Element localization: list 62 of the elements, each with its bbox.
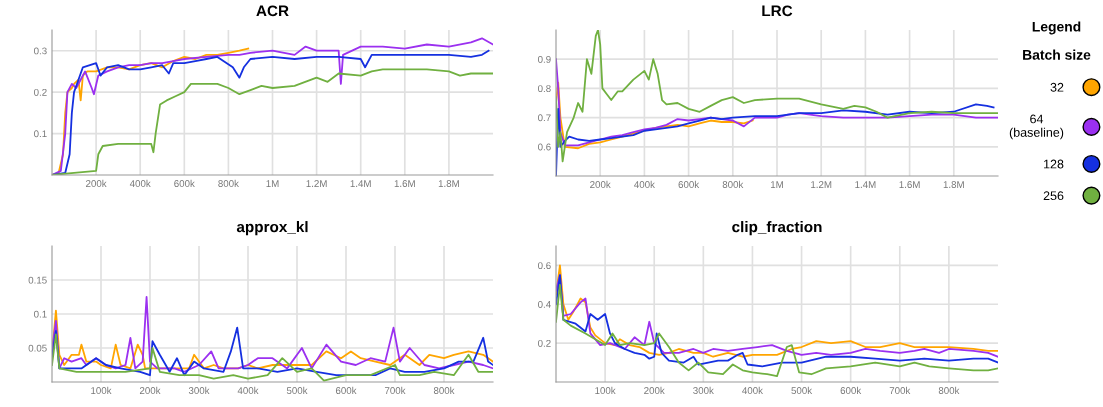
x-tick-label: 500k: [286, 386, 308, 394]
x-tick-label: 800k: [433, 386, 455, 394]
x-tick-label: 300k: [693, 386, 714, 394]
x-tick-label: 600k: [678, 180, 700, 188]
line-series: [52, 326, 493, 377]
y-tick-label: 0.9: [538, 55, 551, 63]
legend-label: 32: [1050, 82, 1064, 92]
chart-title: LRC: [762, 5, 793, 17]
y-tick-label: 0.6: [538, 262, 551, 270]
y-tick-label: 0.1: [34, 310, 47, 318]
x-tick-label: 1.4M: [350, 180, 371, 187]
x-tick-label: 200k: [86, 179, 107, 187]
x-tick-label: 1.6M: [394, 180, 415, 187]
x-tick-label: 400k: [237, 386, 259, 394]
x-tick-label: 1.6M: [899, 181, 920, 188]
x-tick-label: 600k: [840, 386, 862, 394]
line-series: [52, 296, 493, 373]
y-tick-label: 0.7: [538, 114, 551, 122]
chart-title: approx_kl: [236, 221, 308, 236]
legend-label: 256: [1043, 191, 1064, 201]
text: Legend: [1032, 21, 1081, 35]
x-tick-label: 300k: [188, 386, 210, 394]
y-tick-label: 0.4: [538, 301, 551, 308]
y-tick-label: 0.1: [34, 130, 47, 138]
line-series: [556, 30, 998, 163]
x-tick-label: 200k: [644, 386, 665, 394]
y-tick-label: 0.15: [28, 276, 47, 284]
y-tick-label: 0.6: [538, 143, 551, 151]
x-tick-label: 200k: [590, 180, 611, 188]
x-tick-label: 1.2M: [306, 180, 327, 187]
line-series: [52, 309, 493, 370]
x-tick-label: 600k: [335, 386, 357, 394]
x-tick-label: 700k: [384, 386, 406, 394]
x-tick-label: 100k: [595, 386, 616, 394]
x-tick-label: 1M: [770, 181, 783, 188]
chart-title: ACR: [256, 5, 289, 17]
y-tick-label: 0.05: [28, 344, 47, 352]
line-series: [556, 283, 998, 378]
x-tick-label: 1M: [266, 180, 279, 187]
legend-label: 64 (baseline): [1009, 114, 1064, 140]
y-tick-label: 0.3: [34, 47, 47, 55]
x-tick-label: 100k: [91, 386, 112, 394]
x-tick-label: 200k: [139, 386, 161, 394]
x-tick-label: 700k: [889, 386, 911, 394]
y-tick-label: 0.2: [34, 88, 47, 96]
chart-title: clip_fraction: [732, 221, 822, 236]
x-tick-label: 1.8M: [438, 180, 459, 187]
x-tick-label: 800k: [218, 179, 239, 187]
x-tick-label: 500k: [791, 386, 813, 394]
x-tick-label: 400k: [634, 180, 655, 188]
x-tick-label: 400k: [742, 386, 763, 394]
x-tick-label: 600k: [174, 179, 195, 187]
y-tick-label: 0.2: [538, 339, 551, 347]
x-tick-label: 1.8M: [943, 181, 964, 188]
x-tick-label: 800k: [722, 180, 744, 188]
x-tick-label: 400k: [129, 179, 151, 187]
x-tick-label: 1.2M: [811, 181, 832, 188]
y-tick-label: 0.8: [538, 85, 551, 93]
legend-label: 128: [1044, 159, 1064, 169]
legend-title: Batch size: [1023, 49, 1091, 60]
x-tick-label: 800k: [938, 386, 960, 394]
x-tick-label: 1.4M: [855, 181, 876, 188]
